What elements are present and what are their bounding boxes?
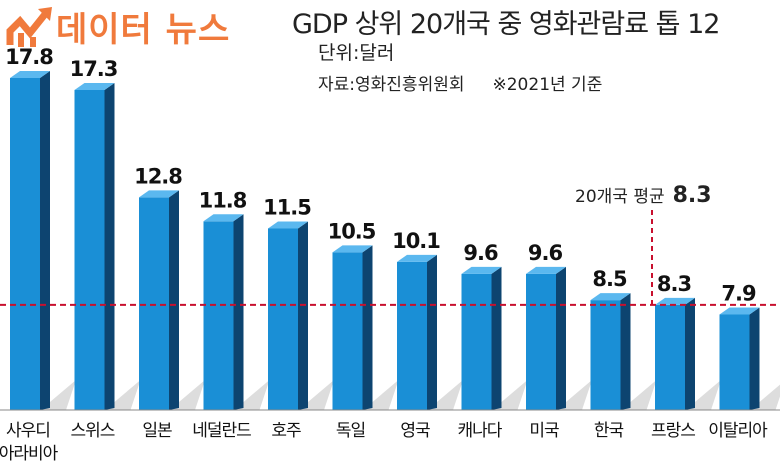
data-label: 11.5 <box>263 195 311 219</box>
bar <box>397 261 427 410</box>
bar <box>332 252 363 410</box>
note-text: ※2021년 기준 <box>492 75 603 95</box>
bar-top <box>655 297 695 305</box>
bar-top <box>397 254 437 262</box>
bar-shadow <box>685 380 721 410</box>
average-value: 8.3 <box>672 183 712 208</box>
bar-shadow <box>233 380 270 410</box>
bar <box>203 221 234 410</box>
bar-side <box>362 245 373 410</box>
data-label: 8.5 <box>592 267 627 291</box>
bar <box>461 273 492 410</box>
unit-label: 단위:달러 <box>318 42 395 64</box>
bar-top <box>332 245 373 253</box>
bar-shadow <box>362 380 399 410</box>
bar <box>526 273 556 410</box>
bar-shadow <box>40 380 76 410</box>
category-label: 스위스 <box>71 421 115 441</box>
data-label: 10.5 <box>328 219 376 243</box>
bar-shadow <box>620 380 657 410</box>
bar <box>74 89 105 410</box>
bar-side <box>40 71 50 410</box>
source-text: 자료:영화진흥위원회 <box>318 75 465 95</box>
bar-top <box>461 266 502 274</box>
category-label: 한국 <box>594 421 624 441</box>
data-label: 8.3 <box>657 272 691 296</box>
trend-arrow-icon <box>6 6 52 47</box>
bar-shadow <box>298 380 334 410</box>
bar-top <box>203 214 244 222</box>
category-label: 이탈리아 <box>708 421 768 441</box>
bar <box>590 300 621 410</box>
source-label: 자료:영화진흥위원회 ※2021년 기준 <box>318 70 602 95</box>
data-label: 7.9 <box>721 281 756 305</box>
bar-side <box>620 293 631 410</box>
data-label: 10.1 <box>392 229 440 253</box>
data-label: 17.3 <box>70 57 118 81</box>
bar <box>10 78 40 410</box>
bar-top <box>590 293 631 301</box>
bar-side <box>749 307 760 410</box>
category-label: 프랑스 <box>651 421 695 441</box>
data-label: 12.8 <box>134 164 182 188</box>
bar-side <box>685 297 695 410</box>
bar-top <box>719 307 760 315</box>
category-label: 일본 <box>142 421 172 441</box>
category-label: 호주 <box>271 421 301 441</box>
bar-side <box>169 190 179 410</box>
bar-shadow <box>491 380 528 410</box>
category-label: 사우디 <box>6 421 50 441</box>
bar <box>655 304 685 410</box>
bar-shadow <box>749 384 780 410</box>
category-label: 영국 <box>400 421 430 441</box>
data-label: 9.6 <box>528 241 563 265</box>
bar-top <box>74 82 115 90</box>
bar <box>719 314 750 410</box>
category-label: 네덜란드 <box>192 421 251 441</box>
category-label: 미국 <box>529 421 559 441</box>
bar <box>268 228 298 410</box>
chart-title: GDP 상위 20개국 중 영화관람료 톱 12 <box>292 9 720 40</box>
bar-side <box>556 266 566 410</box>
bar-top <box>526 266 566 274</box>
data-label: 11.8 <box>199 188 247 212</box>
bar-side <box>491 266 502 410</box>
bar-side <box>427 254 437 410</box>
data-label: 9.6 <box>463 241 498 265</box>
bar <box>139 197 169 410</box>
bar-shadow <box>556 380 592 410</box>
bar-top <box>139 190 179 198</box>
bar-top <box>10 71 50 78</box>
bar-shadow <box>104 380 141 410</box>
bar-side <box>104 82 115 410</box>
logo-text: 데이터 뉴스 <box>56 10 231 50</box>
bar-shadow <box>169 380 205 410</box>
bar-side <box>298 221 308 410</box>
data-label: 17.8 <box>5 45 53 69</box>
category-label: 캐나다 <box>458 421 503 441</box>
bar-shadow <box>427 380 463 410</box>
average-annotation: 20개국 평균 8.3 <box>575 182 712 208</box>
average-label: 20개국 평균 <box>575 187 665 207</box>
category-label: 독일 <box>336 421 365 441</box>
bar-side <box>233 214 244 410</box>
bar-top <box>268 221 308 229</box>
category-label: 아라비아 <box>0 444 59 461</box>
logo: 데이터 뉴스 <box>6 2 230 51</box>
